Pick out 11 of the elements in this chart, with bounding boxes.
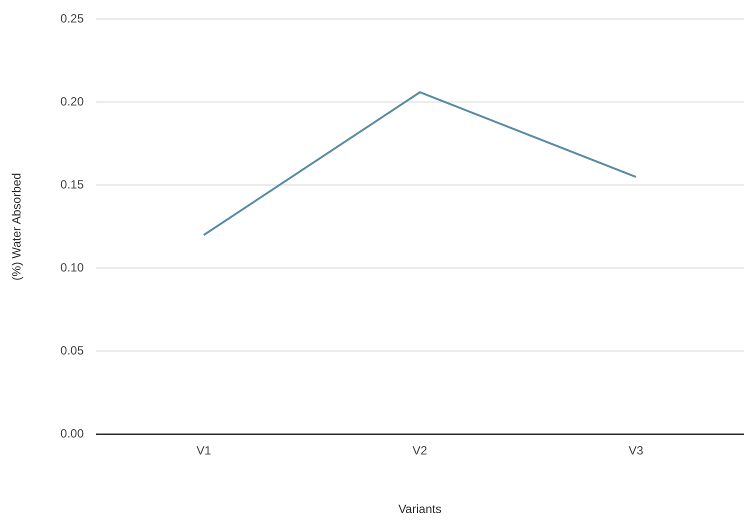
x-tick-label: V2 <box>412 444 428 458</box>
y-tick-label: 0.20 <box>60 94 84 109</box>
x-tick-label: V1 <box>196 444 212 458</box>
y-tick-label: 0.05 <box>60 344 84 358</box>
y-tick-label: 0.10 <box>60 260 84 275</box>
x-axis-title: Variants <box>398 502 442 516</box>
y-axis-title: (%) Water Absorbed <box>10 172 24 281</box>
y-tick-label: 0.15 <box>60 178 84 192</box>
x-tick-label: V3 <box>628 444 644 458</box>
y-tick-label: 0.25 <box>60 12 84 26</box>
y-tick-label: 0.00 <box>60 426 84 441</box>
